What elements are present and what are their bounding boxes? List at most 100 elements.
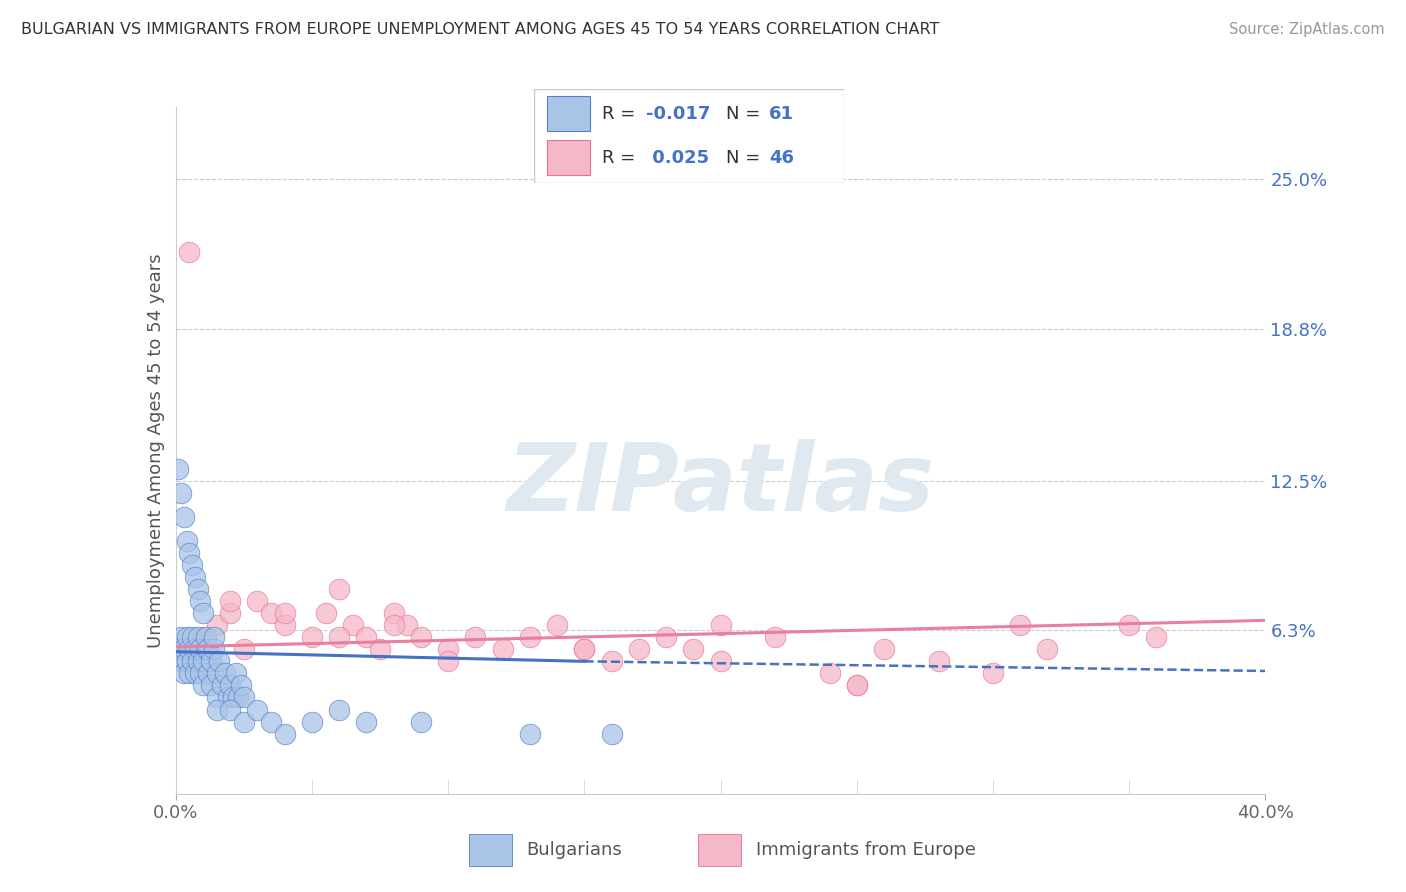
Point [181, 630, 204, 644]
Point [202, 642, 225, 657]
Point [167, 461, 190, 475]
Point [981, 666, 1004, 681]
Point [225, 666, 247, 681]
Point [356, 630, 378, 644]
Point [1118, 618, 1140, 632]
Point [492, 642, 515, 657]
Point [382, 618, 405, 632]
Point [1036, 642, 1059, 657]
Text: -0.017: -0.017 [645, 104, 710, 122]
Y-axis label: Unemployment Among Ages 45 to 54 years: Unemployment Among Ages 45 to 54 years [146, 253, 165, 648]
Text: N =: N = [725, 149, 766, 167]
Point [197, 666, 219, 681]
Text: 46: 46 [769, 149, 794, 167]
Point [191, 630, 214, 644]
Point [260, 606, 283, 620]
Point [211, 678, 233, 692]
Point [176, 654, 198, 668]
Point [167, 642, 190, 657]
Point [179, 642, 201, 657]
Point [246, 702, 269, 716]
Point [301, 630, 323, 644]
Point [176, 533, 198, 548]
Point [194, 642, 217, 657]
Point [194, 630, 217, 644]
Point [176, 630, 198, 644]
Text: N =: N = [725, 104, 766, 122]
Point [231, 678, 253, 692]
Point [205, 618, 228, 632]
Point [202, 630, 225, 644]
Text: R =: R = [602, 104, 641, 122]
Point [170, 630, 193, 644]
Point [274, 618, 297, 632]
Point [464, 630, 486, 644]
Point [219, 678, 242, 692]
Point [179, 666, 201, 681]
FancyBboxPatch shape [699, 834, 741, 865]
Point [170, 485, 193, 500]
Point [368, 642, 391, 657]
Point [600, 726, 623, 740]
Point [627, 642, 650, 657]
Point [928, 654, 950, 668]
Point [219, 594, 242, 608]
Text: 61: 61 [769, 104, 794, 122]
Point [188, 594, 211, 608]
Point [315, 606, 337, 620]
Point [205, 666, 228, 681]
Point [873, 642, 896, 657]
Point [260, 714, 283, 729]
Point [232, 714, 254, 729]
Point [519, 630, 541, 644]
Point [232, 690, 254, 705]
Point [301, 714, 323, 729]
Text: Source: ZipAtlas.com: Source: ZipAtlas.com [1229, 22, 1385, 37]
Point [170, 654, 193, 668]
Point [546, 618, 568, 632]
FancyBboxPatch shape [468, 834, 512, 865]
Point [437, 642, 460, 657]
Point [181, 654, 204, 668]
Point [219, 606, 242, 620]
FancyBboxPatch shape [547, 140, 591, 176]
Text: 0.025: 0.025 [645, 149, 709, 167]
Point [217, 690, 239, 705]
Point [200, 678, 222, 692]
Point [188, 642, 211, 657]
Point [188, 666, 211, 681]
Point [222, 690, 245, 705]
Point [655, 630, 678, 644]
Point [184, 570, 207, 584]
Text: ZIPatlas: ZIPatlas [506, 439, 935, 531]
Point [186, 630, 209, 644]
Point [186, 654, 209, 668]
Point [328, 582, 350, 596]
Text: Immigrants from Europe: Immigrants from Europe [755, 840, 976, 859]
Point [214, 666, 236, 681]
Point [173, 666, 195, 681]
Point [181, 558, 204, 572]
Point [191, 606, 214, 620]
Point [845, 678, 868, 692]
Point [191, 654, 214, 668]
Point [328, 702, 350, 716]
Point [710, 654, 733, 668]
FancyBboxPatch shape [534, 89, 844, 183]
Point [519, 726, 541, 740]
Point [184, 642, 207, 657]
Point [184, 666, 207, 681]
Point [845, 678, 868, 692]
Point [574, 642, 596, 657]
Point [763, 630, 786, 644]
Point [274, 726, 297, 740]
Point [205, 690, 228, 705]
Point [342, 618, 364, 632]
Point [437, 654, 460, 668]
Point [186, 582, 209, 596]
Point [200, 654, 222, 668]
Point [232, 642, 254, 657]
Point [1144, 630, 1167, 644]
Point [396, 618, 419, 632]
Point [246, 594, 269, 608]
